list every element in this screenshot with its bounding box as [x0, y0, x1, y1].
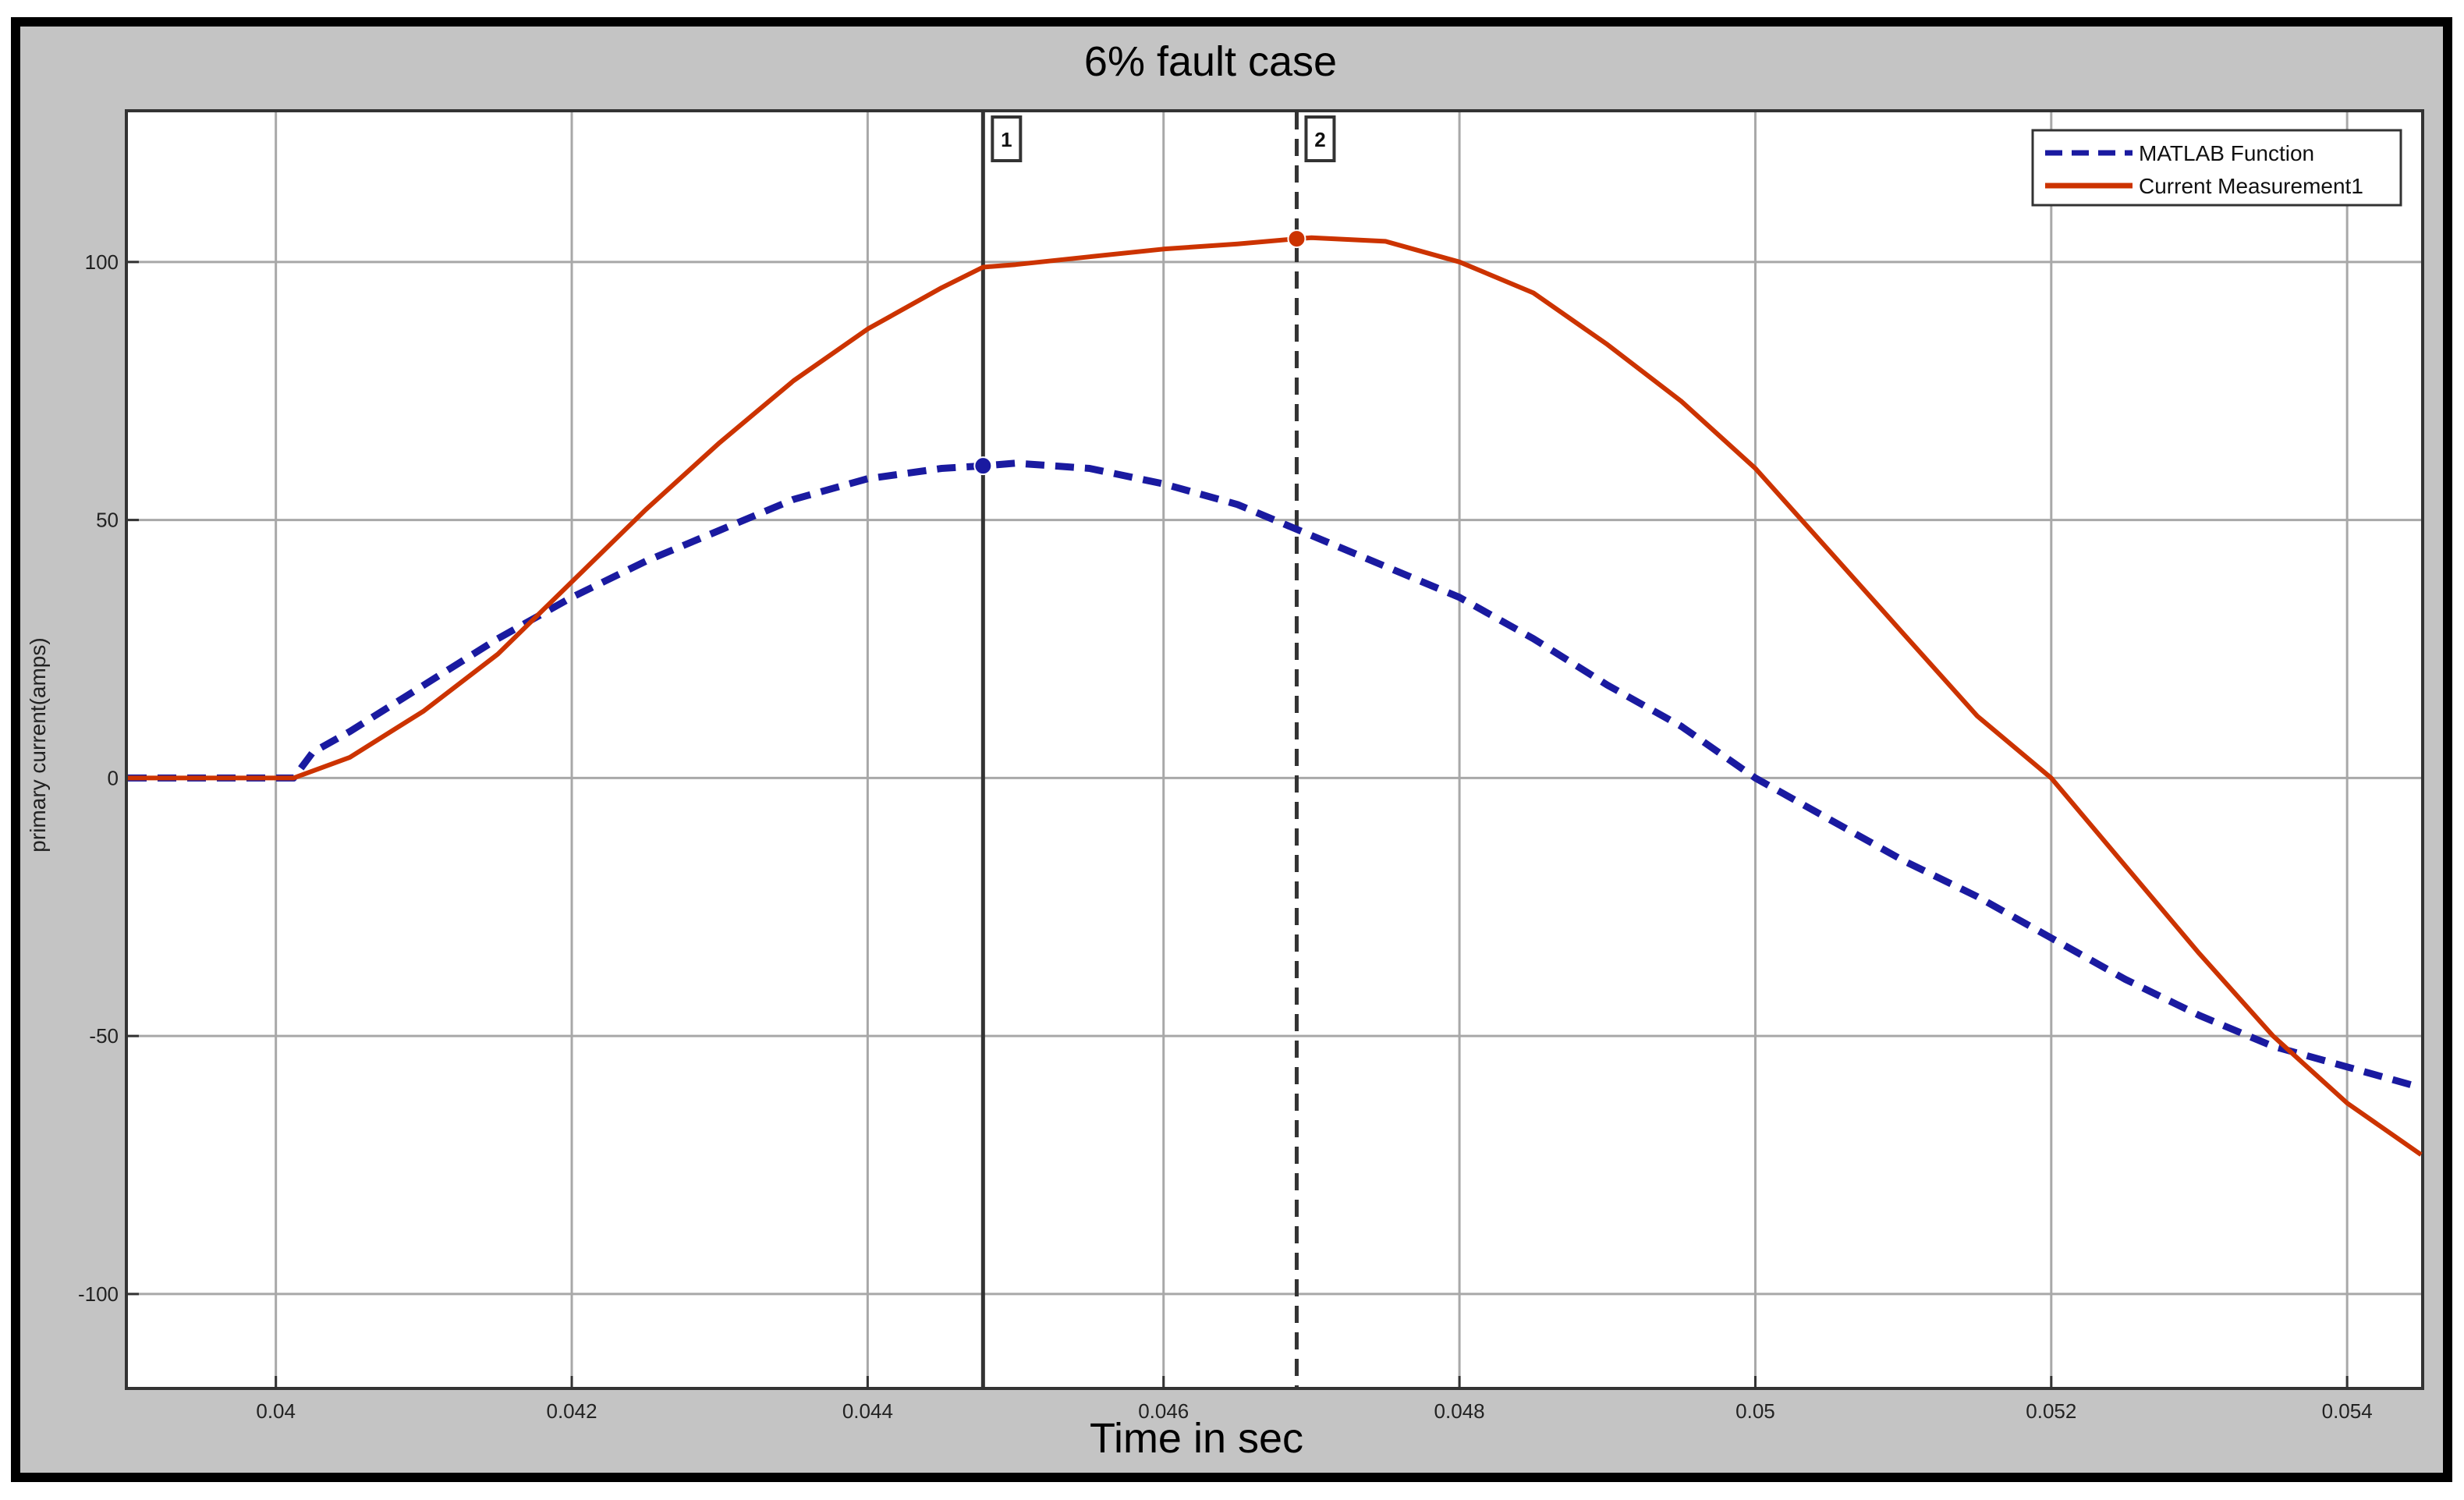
x-tick-label: 0.042 — [546, 1399, 597, 1423]
cursor-tag-1 — [991, 115, 1023, 162]
x-tick-label: 0.044 — [842, 1399, 893, 1423]
x-tick-label: 0.052 — [2026, 1399, 2076, 1423]
cursor-marker-point — [973, 456, 993, 476]
y-tick-label: -100 — [78, 1282, 119, 1306]
legend-box — [2031, 129, 2402, 207]
legend: MATLAB Function Current Measurement1 — [2031, 129, 2402, 207]
cursor-tag-2 — [1304, 115, 1336, 162]
grid-lines — [128, 112, 2421, 1387]
legend-label-current-measurement1: Current Measurement1 — [2139, 174, 2363, 198]
plot-area — [125, 109, 2424, 1390]
cursor-markers — [973, 229, 1306, 476]
legend-label-matlab-function: MATLAB Function — [2139, 141, 2314, 165]
series-line-current-measurement1 — [128, 235, 2423, 1157]
x-tick-label: 0.04 — [256, 1399, 296, 1423]
y-tick-label: 0 — [108, 766, 119, 789]
x-tick-label: 0.054 — [2322, 1399, 2373, 1423]
x-tick-label: 0.05 — [1735, 1399, 1775, 1423]
y-tick-label: -50 — [89, 1024, 119, 1048]
y-axis-label: primary current(amps) — [26, 637, 50, 852]
y-tick-label: 50 — [96, 509, 119, 532]
cursor-tag-label-1: 1 — [1001, 128, 1012, 151]
series-lines — [128, 235, 2423, 1157]
x-axis-label: Time in sec — [1090, 1415, 1303, 1462]
tick-labels: 0.04 0.042 0.044 0.046 0.048 0.05 0.052 0.054 10… — [78, 250, 2373, 1423]
series-line-matlab-function — [128, 459, 2423, 1091]
cursor-marker-point — [1287, 229, 1306, 249]
chart-title: 6% fault case — [1084, 38, 1337, 85]
cursor-tag-label-2: 2 — [1314, 128, 1325, 151]
y-tick-label: 100 — [85, 250, 119, 274]
x-tick-label: 0.046 — [1138, 1399, 1189, 1423]
x-tick-label: 0.048 — [1434, 1399, 1485, 1423]
